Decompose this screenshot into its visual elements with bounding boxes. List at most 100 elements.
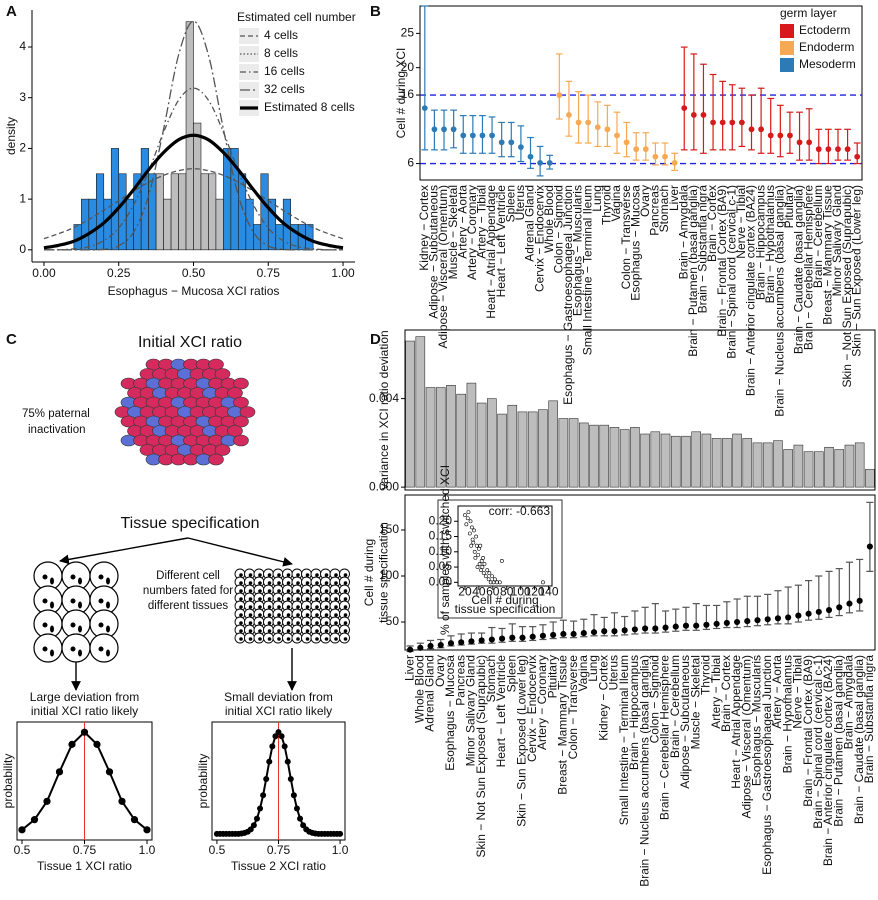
nucleus (334, 605, 338, 609)
point (485, 568, 490, 573)
point (290, 792, 297, 799)
category-label: Colon − Sigmoid (551, 185, 565, 273)
bar (579, 422, 589, 488)
x-tick-label: 0.75 (257, 266, 281, 280)
category-label: Adrenal Gland (523, 185, 537, 262)
plot-frame (404, 329, 876, 491)
plot-frame (404, 494, 876, 651)
point (594, 124, 601, 131)
nucleus (286, 605, 291, 609)
nucleus (42, 646, 48, 652)
nucleus (258, 573, 262, 577)
category-label: Brain − Spinal cord (cervical c-1) (811, 655, 825, 829)
histogram-bar (81, 198, 90, 251)
point (806, 139, 813, 146)
nucleus (267, 613, 272, 617)
point (785, 614, 792, 621)
y-tick-label: 50 (386, 614, 400, 628)
histogram-bar (118, 173, 127, 251)
point (488, 580, 493, 585)
nucleus (42, 622, 48, 628)
point (18, 826, 26, 834)
category-label: Skin − Not Sun Exposed (Suprapubic) (840, 185, 854, 387)
nucleus (258, 589, 262, 593)
x-tick-label: 0.50 (182, 266, 206, 280)
point (263, 775, 270, 782)
point (856, 597, 863, 604)
bar (783, 449, 793, 488)
x-body (78, 577, 82, 585)
cell (233, 415, 249, 428)
panel-label: C (6, 331, 17, 348)
point (466, 510, 471, 515)
point (473, 556, 478, 560)
x-body (50, 625, 54, 633)
category-label: Heart − Atrial Appendage (484, 185, 498, 319)
nucleus (334, 613, 338, 617)
category-label: Colon − Transverse (566, 655, 580, 760)
point (764, 616, 771, 623)
nucleus (258, 629, 262, 633)
x-tick-label: 140 (539, 585, 559, 599)
nucleus (70, 646, 76, 652)
y-axis-label: Cell # during XCI (394, 48, 408, 139)
nucleus (267, 637, 272, 641)
point (30, 816, 39, 824)
point (805, 610, 812, 617)
point (546, 159, 553, 166)
category-label: Brain − Nucleus accumbens (basal ganglia… (637, 655, 651, 887)
point (300, 822, 307, 829)
point (681, 105, 688, 111)
nucleus (258, 621, 262, 625)
bar (548, 400, 558, 488)
cell (227, 387, 243, 399)
nucleus (315, 589, 319, 593)
legend-key (780, 58, 794, 72)
category-label: Uterus (607, 655, 621, 690)
point (748, 126, 755, 133)
category-label: Adipose − Subcutaneous (678, 655, 692, 789)
point (570, 630, 577, 638)
point (835, 146, 841, 153)
nucleus (305, 637, 310, 641)
point (566, 112, 572, 118)
cell (239, 406, 256, 418)
nucleus (258, 581, 262, 585)
histogram-bar (88, 198, 97, 251)
bar (691, 431, 701, 488)
nucleus (267, 621, 272, 625)
point (431, 126, 438, 133)
diagram-text: Different cell (156, 570, 220, 582)
nucleus (70, 622, 76, 628)
nucleus (305, 589, 310, 593)
point (472, 549, 477, 554)
category-label: Esophagus − Gastroesophageal Junction (760, 655, 774, 875)
point (480, 565, 485, 569)
point (468, 638, 475, 645)
nucleus (343, 573, 348, 577)
point (690, 112, 697, 118)
point (815, 146, 822, 153)
x-tick-label: 1.0 (332, 843, 349, 857)
point (825, 606, 833, 614)
category-label: Kidney − Cortex (596, 655, 610, 741)
nucleus (248, 605, 253, 609)
category-label: Small Intestine − Terminal Ileum (580, 185, 594, 355)
category-label: Whole Blood (542, 185, 556, 253)
cell (208, 358, 224, 371)
nucleus (334, 629, 338, 633)
nucleus (324, 597, 329, 601)
y-tick-label: 6 (407, 156, 414, 170)
nucleus (296, 589, 300, 593)
nucleus (305, 573, 310, 577)
point (472, 528, 476, 533)
nucleus (296, 629, 300, 633)
nucleus (98, 574, 104, 580)
bar (650, 431, 661, 488)
diagram-title: Initial XCI ratio (138, 334, 242, 351)
nucleus (239, 605, 243, 609)
point (713, 620, 720, 627)
point (481, 571, 486, 576)
nucleus (267, 597, 272, 601)
nucleus (239, 629, 243, 633)
